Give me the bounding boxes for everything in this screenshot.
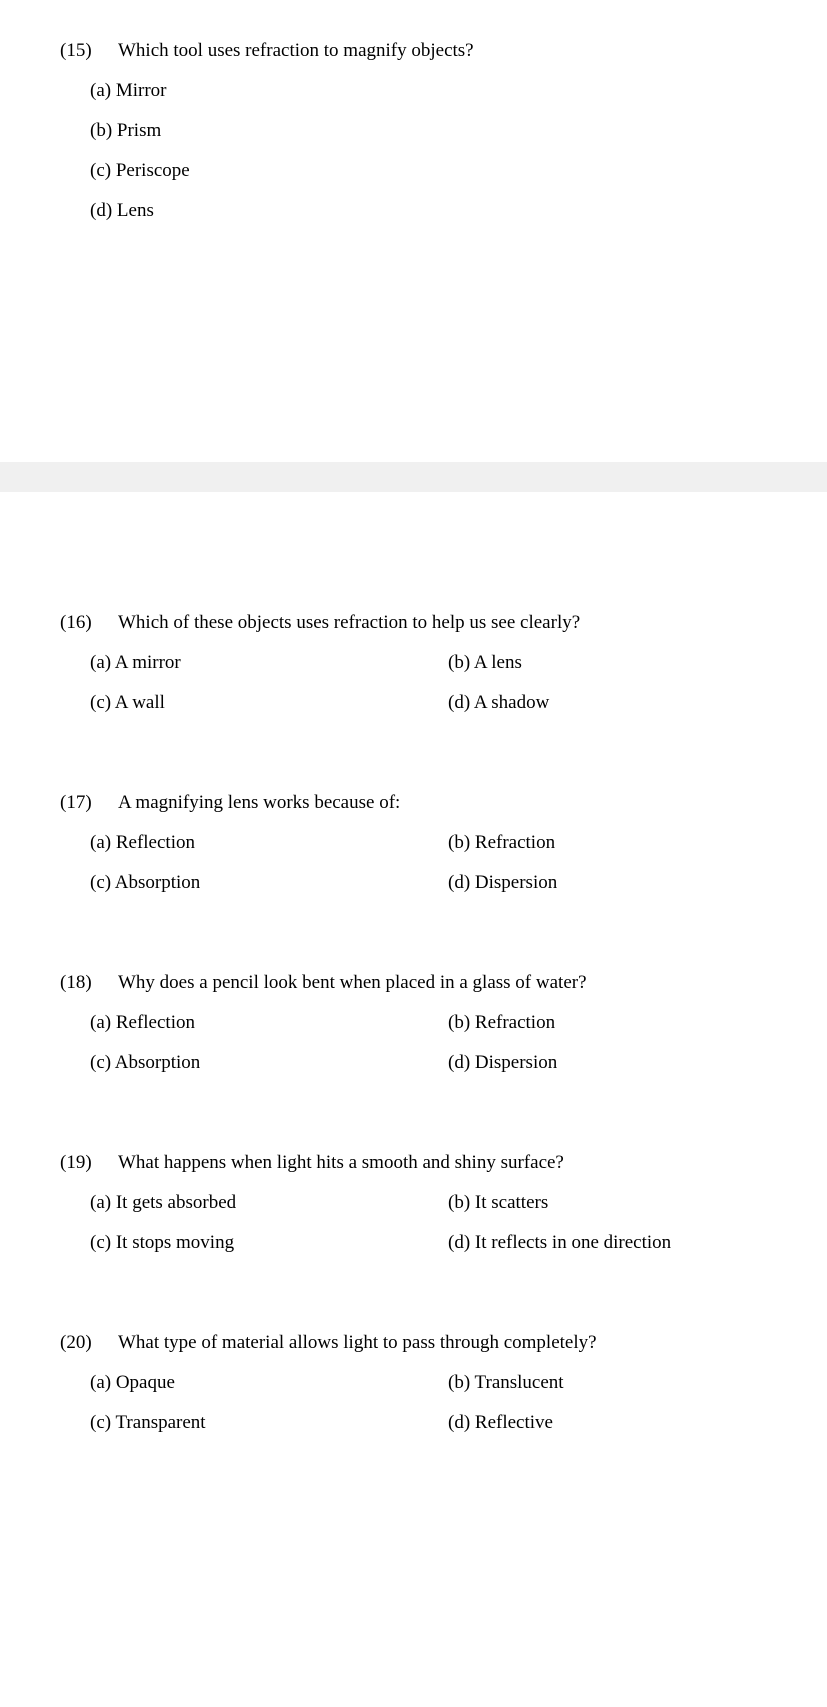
question-header: (16) Which of these objects uses refract… xyxy=(60,612,767,634)
option-b: (b) Translucent xyxy=(448,1372,767,1394)
option-b: (b) It scatters xyxy=(448,1192,767,1214)
question-15: (15) Which tool uses refraction to magni… xyxy=(60,40,767,222)
question-header: (15) Which tool uses refraction to magni… xyxy=(60,40,767,62)
option-a: (a) A mirror xyxy=(90,652,448,674)
option-b: (b) Refraction xyxy=(448,1012,767,1034)
option-b: (b) A lens xyxy=(448,652,767,674)
question-20: (20) What type of material allows light … xyxy=(60,1332,767,1452)
option-c: (c) A wall xyxy=(90,692,448,714)
question-number: (19) xyxy=(60,1152,118,1174)
question-number: (16) xyxy=(60,612,118,634)
question-17: (17) A magnifying lens works because of:… xyxy=(60,792,767,912)
question-number: (18) xyxy=(60,972,118,994)
question-16: (16) Which of these objects uses refract… xyxy=(60,612,767,732)
option-d: (d) It reflects in one direction xyxy=(448,1232,767,1254)
question-header: (19) What happens when light hits a smoo… xyxy=(60,1152,767,1174)
question-header: (17) A magnifying lens works because of: xyxy=(60,792,767,814)
option-d: (d) Dispersion xyxy=(448,1052,767,1074)
option-a: (a) Opaque xyxy=(90,1372,448,1394)
option-b: (b) Prism xyxy=(90,120,767,142)
question-text: Why does a pencil look bent when placed … xyxy=(118,972,767,994)
options-grid: (a) Reflection (b) Refraction (c) Absorp… xyxy=(60,832,767,912)
option-a: (a) It gets absorbed xyxy=(90,1192,448,1214)
options-grid: (a) Reflection (b) Refraction (c) Absorp… xyxy=(60,1012,767,1092)
option-b: (b) Refraction xyxy=(448,832,767,854)
question-text: A magnifying lens works because of: xyxy=(118,792,767,814)
question-18: (18) Why does a pencil look bent when pl… xyxy=(60,972,767,1092)
option-d: (d) Lens xyxy=(90,200,767,222)
question-text: What happens when light hits a smooth an… xyxy=(118,1152,767,1174)
question-text: Which of these objects uses refraction t… xyxy=(118,612,767,634)
page-break xyxy=(0,462,827,492)
question-number: (17) xyxy=(60,792,118,814)
question-number: (20) xyxy=(60,1332,118,1354)
option-d: (d) Dispersion xyxy=(448,872,767,894)
question-text: Which tool uses refraction to magnify ob… xyxy=(118,40,767,62)
question-19: (19) What happens when light hits a smoo… xyxy=(60,1152,767,1272)
page-1: (15) Which tool uses refraction to magni… xyxy=(0,0,827,462)
option-c: (c) Periscope xyxy=(90,160,767,182)
option-c: (c) Absorption xyxy=(90,872,448,894)
options-grid: (a) Opaque (b) Translucent (c) Transpare… xyxy=(60,1372,767,1452)
page-2: (16) Which of these objects uses refract… xyxy=(0,492,827,1592)
option-c: (c) Transparent xyxy=(90,1412,448,1434)
option-d: (d) Reflective xyxy=(448,1412,767,1434)
question-header: (20) What type of material allows light … xyxy=(60,1332,767,1354)
option-c: (c) Absorption xyxy=(90,1052,448,1074)
option-d: (d) A shadow xyxy=(448,692,767,714)
options-grid: (a) A mirror (b) A lens (c) A wall (d) A… xyxy=(60,652,767,732)
option-a: (a) Reflection xyxy=(90,1012,448,1034)
question-number: (15) xyxy=(60,40,118,62)
option-c: (c) It stops moving xyxy=(90,1232,448,1254)
options-list: (a) Mirror (b) Prism (c) Periscope (d) L… xyxy=(60,80,767,222)
question-header: (18) Why does a pencil look bent when pl… xyxy=(60,972,767,994)
options-grid: (a) It gets absorbed (b) It scatters (c)… xyxy=(60,1192,767,1272)
option-a: (a) Mirror xyxy=(90,80,767,102)
option-a: (a) Reflection xyxy=(90,832,448,854)
question-text: What type of material allows light to pa… xyxy=(118,1332,767,1354)
